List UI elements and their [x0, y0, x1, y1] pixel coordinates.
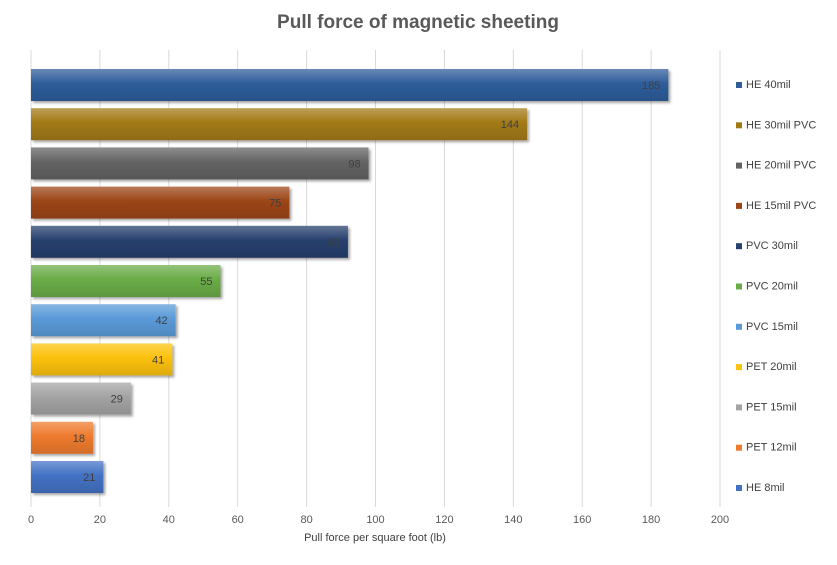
legend-swatch	[736, 364, 742, 371]
data-label: 55	[200, 276, 212, 288]
x-tick-label: 100	[366, 514, 384, 526]
legend-label: HE 15mil PVC	[746, 200, 816, 212]
x-axis-label: Pull force per square foot (lb)	[304, 532, 446, 544]
legend: HE 40mil HE 30mil PVC HE 20mil PVC HE 15mil…	[736, 79, 816, 494]
legend-swatch	[736, 283, 742, 290]
x-tick-label: 0	[28, 514, 34, 526]
x-tick-label: 80	[300, 514, 312, 526]
data-label: 75	[269, 198, 281, 210]
data-label: 144	[501, 119, 519, 131]
bar-he-20mil-pvc	[31, 147, 369, 180]
legend-label: PET 15mil	[746, 401, 797, 413]
data-label: 92	[328, 237, 340, 249]
bar-he-8mil	[31, 461, 104, 493]
data-label: 42	[155, 315, 167, 327]
legend-swatch	[736, 485, 742, 491]
data-label: 18	[73, 433, 85, 445]
legend-label: HE 30mil PVC	[746, 119, 816, 131]
legend-swatch	[736, 202, 742, 209]
legend-swatch	[736, 122, 742, 129]
data-label: 98	[348, 158, 360, 170]
x-tick-label: 20	[94, 514, 106, 526]
bar-pet-12mil	[31, 421, 94, 454]
legend-swatch	[736, 323, 742, 330]
bar-he-30mil-pvc	[31, 108, 528, 141]
legend-label: PET 12mil	[746, 442, 797, 454]
data-label: 185	[642, 80, 660, 92]
legend-label: HE 8mil	[746, 482, 785, 494]
data-labels: 185 144 98 75 92 55 42 41 29 18 21	[73, 80, 661, 484]
x-tick-label: 60	[232, 514, 244, 526]
chart-title: Pull force of magnetic sheeting	[277, 12, 559, 33]
x-tick-label: 180	[642, 514, 660, 526]
x-tick-label: 40	[163, 514, 175, 526]
bar-he-40mil	[31, 69, 669, 101]
legend-label: HE 20mil PVC	[746, 160, 816, 172]
legend-swatch	[736, 404, 742, 411]
data-label: 41	[152, 354, 164, 366]
x-tick-label: 140	[504, 514, 522, 526]
bars	[31, 69, 669, 493]
bar-pet-20mil	[31, 343, 173, 376]
x-axis-ticks: 0 20 40 60 80 100 120 140 160 180 200	[28, 514, 729, 526]
bar-he-15mil-pvc	[31, 186, 290, 219]
legend-label: PVC 20mil	[746, 281, 798, 293]
x-tick-label: 200	[711, 514, 729, 526]
bar-pet-15mil	[31, 382, 131, 415]
legend-label: PET 20mil	[746, 361, 797, 373]
x-tick-label: 160	[573, 514, 591, 526]
legend-swatch	[736, 162, 742, 169]
legend-swatch	[736, 82, 742, 88]
legend-swatch	[736, 243, 742, 250]
bar-pvc-15mil	[31, 304, 176, 337]
bar-pvc-30mil	[31, 225, 348, 258]
data-label: 21	[83, 472, 95, 484]
legend-swatch	[736, 444, 742, 451]
legend-label: PVC 15mil	[746, 321, 798, 333]
data-label: 29	[111, 394, 123, 406]
bar-pvc-20mil	[31, 265, 221, 297]
legend-label: PVC 30mil	[746, 240, 798, 252]
x-tick-label: 120	[435, 514, 453, 526]
legend-label: HE 40mil	[746, 79, 791, 91]
